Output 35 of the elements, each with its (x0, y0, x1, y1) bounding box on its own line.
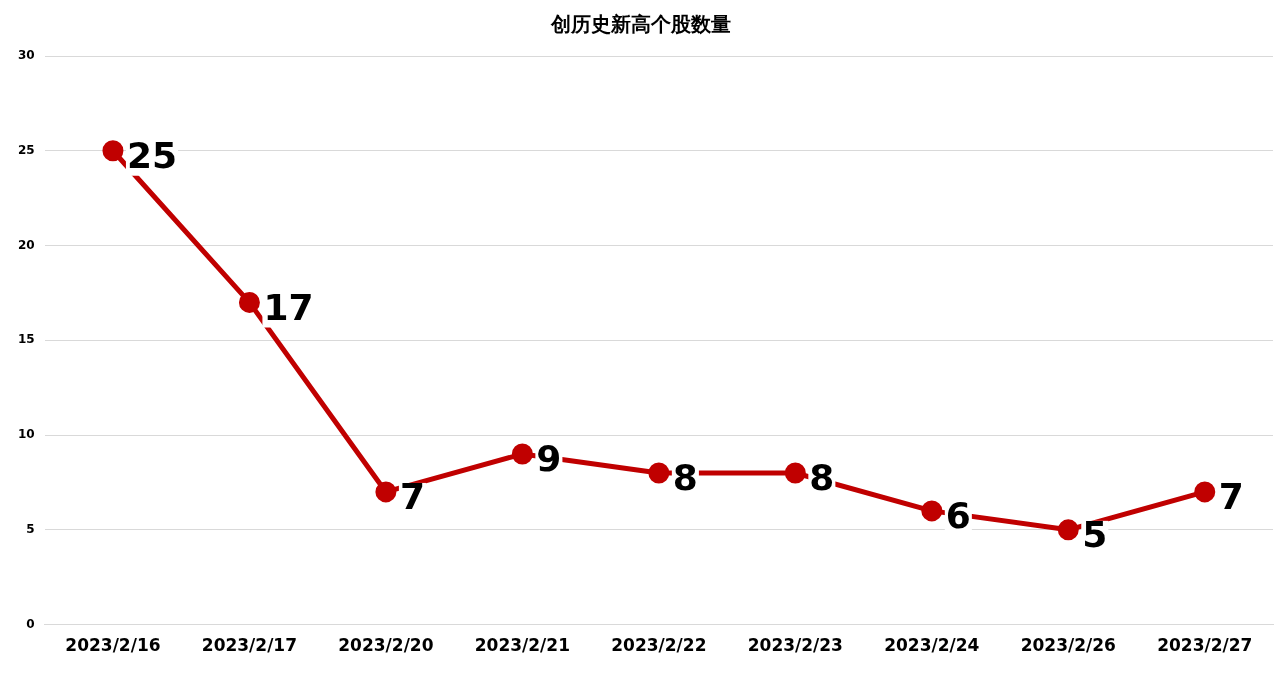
point (784, 462, 806, 484)
point (102, 140, 124, 162)
point (1194, 481, 1216, 503)
data-label: 5 (1082, 514, 1108, 556)
point (648, 462, 670, 484)
data-label: 9 (536, 438, 562, 480)
data-label: 6 (945, 495, 971, 537)
point (238, 291, 260, 313)
x-tick-label: 2023/2/27 (1157, 635, 1253, 656)
x-tick-label: 2023/2/21 (474, 635, 570, 656)
y-tick-label: 25 (18, 142, 35, 157)
data-label: 7 (1218, 476, 1244, 518)
point (1057, 519, 1079, 541)
y-tick-label: 30 (18, 48, 35, 63)
x-tick-label: 2023/2/26 (1020, 635, 1116, 656)
data-label: 8 (809, 457, 835, 499)
x-tick-label: 2023/2/24 (884, 635, 980, 656)
x-tick-label: 2023/2/17 (201, 635, 298, 656)
x-tick-label: 2023/2/16 (65, 635, 161, 656)
x-tick-label: 2023/2/20 (338, 635, 434, 656)
chart-title: 创历史新高个股数量 (549, 12, 731, 37)
point (375, 481, 397, 503)
point (921, 500, 943, 522)
y-tick-label: 5 (26, 521, 35, 536)
data-label: 25 (126, 135, 178, 177)
data-label: 17 (263, 286, 314, 328)
x-tick-label: 2023/2/22 (611, 635, 707, 656)
point (511, 443, 533, 465)
y-tick-label: 20 (18, 237, 35, 252)
data-label: 7 (399, 476, 425, 518)
y-tick-label: 15 (18, 332, 35, 347)
x-tick-label: 2023/2/23 (747, 635, 843, 656)
data-label: 8 (672, 457, 698, 499)
y-tick-label: 10 (18, 427, 35, 442)
y-tick-label: 0 (26, 616, 35, 631)
